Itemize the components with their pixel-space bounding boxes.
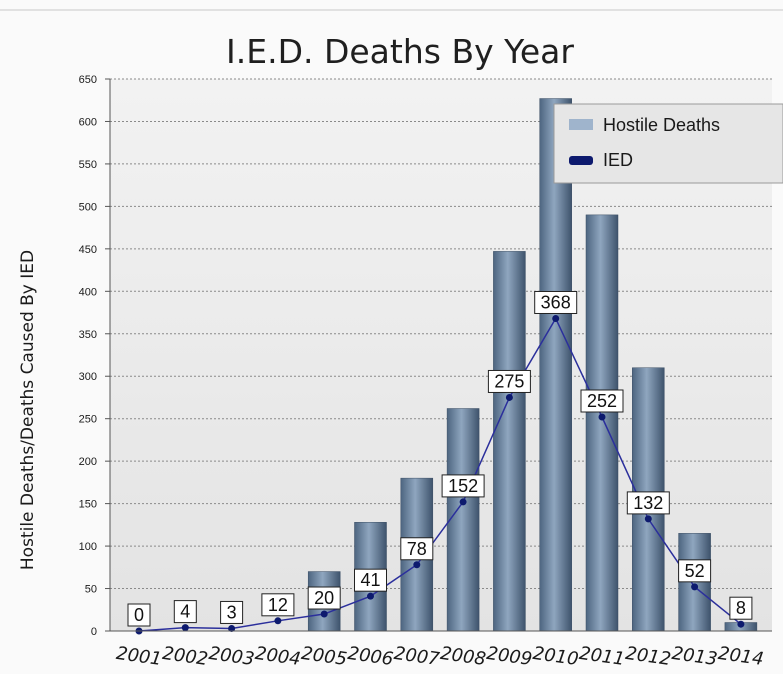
legend-swatch-ied: [569, 156, 593, 165]
data-label-value: 12: [268, 595, 288, 615]
data-label-box: [678, 559, 712, 583]
bar-hostile-deaths-2010: [539, 98, 572, 632]
ied-point-2007: [413, 561, 421, 569]
data-label-value: 252: [587, 391, 617, 411]
data-label-box: [534, 290, 578, 314]
legend-label-ied: IED: [603, 150, 633, 170]
data-label-box: [354, 568, 387, 592]
data-label-box: [626, 491, 670, 515]
ied-point-2013: [691, 583, 699, 591]
data-label-ied-2007: 78: [400, 537, 434, 561]
data-label-ied-2006: 41: [354, 568, 387, 592]
ied-point-2005: [320, 610, 328, 618]
y-tick-label: 200: [79, 456, 97, 468]
data-label-value: 3: [227, 602, 237, 622]
data-label-value: 8: [736, 598, 746, 618]
data-label-value: 78: [407, 539, 427, 559]
data-label-box: [580, 389, 624, 413]
ied-point-2002: [181, 624, 189, 632]
ied-point-2009: [505, 393, 513, 401]
y-axis: 0 50 100 150 200 250 300 350 400 450 500 550 600 650: [79, 74, 111, 638]
data-label-value: 152: [448, 476, 478, 496]
chart-title: I.E.D. Deaths By Year: [226, 32, 574, 71]
y-tick-label: 500: [79, 201, 97, 213]
y-tick-label: 650: [79, 74, 97, 86]
data-label-ied-2002: 4: [173, 600, 197, 624]
y-tick-label: 100: [79, 541, 97, 553]
data-label-ied-2005: 20: [307, 586, 341, 610]
data-label-ied-2004: 12: [261, 593, 295, 617]
data-label-box: [220, 600, 244, 624]
legend-swatch-hostile-deaths: [569, 119, 593, 130]
data-label-value: 20: [314, 588, 334, 608]
data-label-ied-2010: 368: [534, 290, 578, 314]
data-label-value: 368: [541, 292, 571, 312]
data-label-value: 132: [633, 493, 663, 513]
y-tick-label: 250: [79, 414, 97, 426]
data-label-value: 275: [494, 371, 524, 391]
data-label-ied-2012: 132: [626, 491, 670, 515]
data-label-value: 4: [180, 602, 190, 622]
data-label-value: 52: [685, 561, 705, 581]
data-label-value: 0: [134, 605, 144, 625]
legend-label-hostile-deaths: Hostile Deaths: [603, 115, 720, 135]
bar-hostile-deaths-2011: [585, 214, 619, 632]
y-tick-label: 0: [91, 626, 97, 638]
data-label-ied-2008: 152: [441, 474, 485, 498]
ied-point-2004: [274, 617, 282, 625]
ied-point-2003: [228, 624, 236, 632]
y-axis-label: Hostile Deaths/Deaths Caused By IED: [18, 250, 38, 570]
y-tick-label: 550: [79, 159, 97, 171]
data-label-ied-2014: 8: [729, 596, 753, 620]
data-label-box: [127, 603, 151, 627]
ied-point-2012: [644, 515, 652, 523]
data-label-ied-2013: 52: [678, 559, 712, 583]
y-tick-label: 400: [79, 286, 97, 298]
data-label-value: 41: [360, 570, 380, 590]
data-label-box: [487, 369, 531, 393]
data-label-box: [441, 474, 485, 498]
ied-point-2006: [367, 592, 374, 600]
ied-point-2011: [598, 413, 606, 421]
data-label-ied-2011: 252: [580, 389, 624, 413]
y-tick-label: 150: [79, 499, 97, 511]
data-label-box: [400, 537, 434, 561]
data-labels: 0 4 3 12 20 41 78 152 275 368 252 132 52 8: [127, 290, 753, 627]
legend-box: [553, 103, 783, 184]
y-tick-label: 450: [79, 244, 97, 256]
y-tick-label: 600: [79, 116, 97, 128]
ied-point-2010: [552, 314, 560, 322]
y-tick-label: 50: [85, 584, 97, 596]
data-label-ied-2001: 0: [127, 603, 151, 627]
y-tick-label: 350: [79, 329, 97, 341]
y-tick-label: 300: [79, 371, 97, 383]
bar-hostile-deaths-2008: [446, 408, 480, 632]
data-label-box: [729, 596, 753, 620]
data-label-box: [261, 593, 295, 617]
bar-hostile-deaths-2009: [493, 251, 526, 632]
data-label-ied-2009: 275: [487, 369, 531, 393]
legend: Hostile Deaths IED: [553, 103, 783, 184]
data-label-box: [173, 600, 197, 624]
data-label-box: [307, 586, 341, 610]
ied-point-2014: [737, 620, 745, 628]
ied-point-2008: [459, 498, 467, 506]
data-label-ied-2003: 3: [220, 600, 244, 624]
